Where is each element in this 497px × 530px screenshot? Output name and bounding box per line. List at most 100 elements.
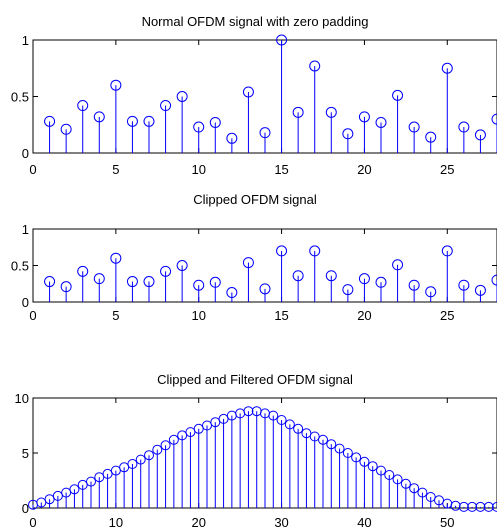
subplot-3-point-41	[367, 461, 378, 472]
subplot-1-x-tick-label-5: 25	[440, 162, 454, 177]
subplot-1-point-3	[93, 111, 105, 123]
subplot-3-point-49	[434, 495, 444, 506]
subplot-3-point-17	[168, 434, 179, 445]
subplot-3-y-tick-label-1: 5	[22, 446, 29, 461]
subplot-2-x-tick-label-4: 20	[357, 308, 371, 323]
subplot-1-point-25	[458, 121, 470, 133]
subplot-3-point-8	[94, 472, 105, 483]
subplot-3-point-3	[52, 490, 63, 501]
subplot-1-point-8	[176, 91, 188, 102]
subplot-3-point-19	[185, 427, 196, 438]
subplot-3-point-55	[483, 501, 494, 512]
subplot-3-point-15	[152, 444, 163, 455]
subplot-3-point-42	[376, 465, 386, 476]
subplot-3-x-tick-label-1: 10	[109, 515, 123, 530]
subplot-2-point-26	[474, 284, 486, 296]
subplot-2-point-24	[441, 245, 453, 257]
subplot-3-point-52	[458, 501, 469, 512]
subplot-1-point-20	[375, 116, 387, 128]
subplot-3-x-tick-label-3: 30	[274, 515, 288, 530]
subplot-2-point-18	[342, 284, 354, 296]
subplot-3-point-21	[202, 420, 212, 431]
subplot-2-point-16	[309, 245, 321, 257]
subplot-3-point-9	[102, 468, 113, 479]
subplot-3-point-39	[351, 452, 362, 463]
subplot-2-point-13	[259, 283, 271, 295]
subplot-2-point-1	[60, 281, 72, 293]
subplot-1-point-26	[474, 129, 486, 141]
subplot-3-point-47	[417, 487, 428, 498]
subplot-3-point-20	[193, 423, 204, 434]
subplot-3-point-11	[119, 462, 130, 473]
subplot-2-point-22	[408, 279, 420, 291]
subplot-3-point-43	[384, 470, 395, 480]
subplot-2-point-23	[425, 286, 437, 298]
subplot-3-point-32	[293, 423, 304, 434]
subplot-2-x-tick-label-5: 25	[440, 308, 454, 323]
subplot-1-point-17	[325, 106, 337, 118]
subplot-1-x-tick-label-4: 20	[357, 162, 371, 177]
subplot-3-point-34	[309, 431, 320, 442]
subplot-1-point-1	[60, 123, 72, 135]
subplot-1-point-27	[491, 113, 497, 125]
subplot-2-point-25	[458, 279, 470, 291]
subplot-1-point-4	[110, 79, 122, 91]
subplot-1-point-10	[209, 116, 221, 128]
subplot-3-point-23	[218, 413, 229, 424]
subplot-3-point-38	[342, 448, 353, 458]
subplot-3-point-4	[61, 487, 72, 498]
subplot-1-point-15	[292, 106, 304, 118]
subplot-3-point-45	[400, 478, 411, 489]
subplot-2-x-tick-label-3: 15	[274, 308, 288, 323]
subplot-3-point-30	[276, 415, 287, 425]
subplot-3-point-2	[44, 494, 55, 505]
subplot-2-x-tick-label-2: 10	[191, 308, 205, 323]
subplot-1-point-0	[44, 115, 56, 127]
subplot-3-point-16	[160, 440, 171, 451]
subplot-3-point-12	[127, 459, 138, 469]
subplot-1-point-19	[358, 111, 370, 123]
subplot-1-point-2	[77, 100, 89, 112]
subplot-3-point-35	[318, 434, 328, 445]
subplot-3-point-13	[135, 454, 146, 465]
subplot-3-point-1	[36, 497, 47, 508]
subplot-3-y-tick-label-0: 0	[22, 501, 29, 516]
subplot-1-point-23	[425, 131, 437, 143]
subplot-3-point-14	[144, 450, 154, 461]
subplot-1-point-16	[309, 60, 321, 72]
subplot-2-point-20	[375, 276, 387, 288]
subplot-3-point-5	[69, 484, 80, 495]
subplot-1-point-11	[226, 132, 238, 144]
subplot-2-point-2	[77, 265, 89, 277]
subplot-3-x-tick-label-5: 50	[440, 515, 454, 530]
subplot-3-point-46	[409, 483, 420, 494]
subplot-2-point-14	[276, 245, 288, 257]
subplot-3-y-tick-label-2: 10	[15, 391, 29, 406]
subplot-2-point-10	[209, 276, 221, 288]
subplot-3-point-37	[334, 443, 345, 454]
subplot-3-point-6	[77, 479, 88, 490]
subplot-1-point-22	[408, 121, 420, 133]
subplot-2: Clipped OFDM signal 0 5 10 15 20 25 0 0.5 1	[11, 192, 497, 323]
subplot-3-point-29	[268, 410, 279, 421]
subplot-1-point-24	[441, 62, 453, 74]
subplot-2-point-19	[358, 273, 370, 285]
subplot-2-point-3	[93, 273, 105, 285]
subplot-2-point-4	[110, 252, 122, 264]
subplot-2-point-12	[242, 257, 254, 269]
subplot-3-point-53	[467, 501, 478, 512]
subplot-3-point-56	[492, 501, 497, 512]
subplot-3-point-51	[450, 500, 461, 511]
subplot-3-point-36	[326, 439, 337, 450]
subplot-1-y-tick-label-1: 0.5	[11, 90, 29, 105]
subplot-3-point-48	[425, 492, 436, 502]
subplot-2-x-tick-label-0: 0	[29, 308, 36, 323]
subplot-2-point-6	[143, 276, 155, 288]
subplot-2-point-0	[44, 276, 56, 288]
subplot-2-point-11	[226, 287, 238, 299]
subplot-1-point-13	[259, 127, 271, 139]
subplot-3-x-tick-label-2: 20	[191, 515, 205, 530]
